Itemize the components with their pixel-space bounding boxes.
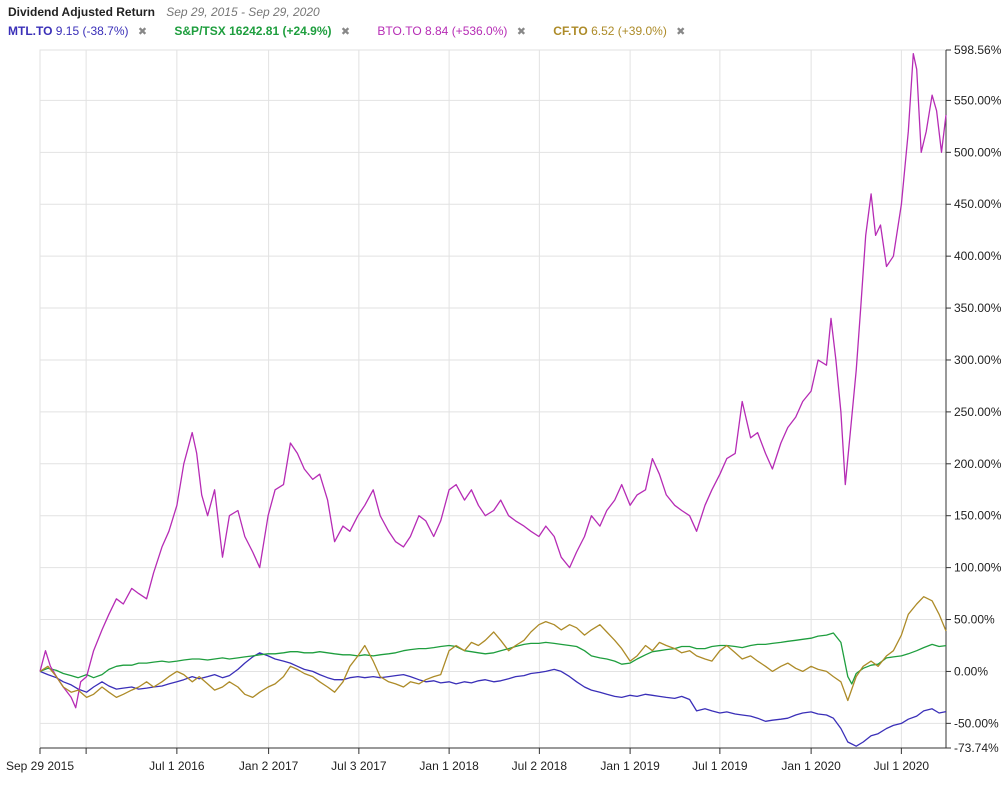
y-tick-label: 500.00%	[954, 145, 1002, 159]
y-tick-label: 550.00%	[954, 93, 1002, 107]
close-icon[interactable]: ✖	[676, 26, 686, 38]
series-line-s-p-tsx	[39, 632, 947, 685]
legend-item-bto: BTO.TO 8.84 (+536.0%) ✖	[377, 24, 526, 38]
legend-series-value: 8.84 (+536.0%)	[425, 24, 508, 38]
x-tick-label: Sep 29 2015	[6, 759, 74, 773]
y-tick-label: 50.00%	[954, 613, 995, 627]
y-tick-label: 450.00%	[954, 197, 1002, 211]
x-tick-label: Jan 1 2020	[781, 759, 841, 773]
series-line-bto-to	[39, 53, 947, 709]
date-range: Sep 29, 2015 - Sep 29, 2020	[166, 5, 320, 19]
y-tick-label: 150.00%	[954, 509, 1002, 523]
legend-item-cf: CF.TO 6.52 (+39.0%) ✖	[553, 24, 685, 38]
y-tick-label: 250.00%	[954, 405, 1002, 419]
y-tick-label: 300.00%	[954, 353, 1002, 367]
x-tick-label: Jan 1 2018	[419, 759, 479, 773]
x-tick-label: Jul 1 2020	[874, 759, 930, 773]
y-tick-label: 200.00%	[954, 457, 1002, 471]
legend-series-name: S&P/TSX	[174, 24, 226, 38]
legend-series-value: 9.15 (-38.7%)	[55, 24, 129, 38]
legend-series-name: CF.TO	[553, 24, 588, 38]
y-tick-label: 100.00%	[954, 561, 1002, 575]
legend-item-sptsx: S&P/TSX 16242.81 (+24.9%) ✖	[174, 24, 350, 38]
close-icon[interactable]: ✖	[137, 26, 148, 38]
x-tick-label: Jan 1 2019	[600, 759, 660, 773]
x-tick-label: Jul 1 2019	[692, 759, 748, 773]
y-tick-label: -73.74%	[954, 741, 999, 755]
x-tick-label: Jul 3 2017	[331, 759, 387, 773]
close-icon[interactable]: ✖	[516, 26, 526, 38]
legend-series-value: 6.52 (+39.0%)	[591, 24, 667, 38]
legend-series-value: 16242.81 (+24.9%)	[229, 24, 332, 38]
y-tick-label: -50.00%	[954, 716, 999, 730]
y-tick-label: 0.00%	[954, 664, 988, 678]
series-line-cf-to	[39, 596, 947, 702]
y-tick-label: 400.00%	[954, 249, 1002, 263]
legend-item-mtl: MTL.TO 9.15 (-38.7%) ✖	[8, 24, 147, 38]
plot-area	[39, 49, 947, 749]
x-tick-label: Jul 2 2018	[512, 759, 568, 773]
chart-title: Dividend Adjusted Return	[8, 5, 155, 19]
chart-header: Dividend Adjusted Return Sep 29, 2015 - …	[8, 5, 320, 19]
close-icon[interactable]: ✖	[340, 26, 351, 38]
y-tick-label: 350.00%	[954, 301, 1002, 315]
legend-series-name: MTL.TO	[8, 24, 53, 38]
x-tick-label: Jan 2 2017	[239, 759, 299, 773]
legend: MTL.TO 9.15 (-38.7%) ✖ S&P/TSX 16242.81 …	[8, 24, 709, 38]
legend-series-name: BTO.TO	[377, 24, 422, 38]
y-tick-label: 598.56%	[954, 43, 1002, 57]
x-tick-label: Jul 1 2016	[149, 759, 205, 773]
series-line-mtl-to	[39, 652, 947, 747]
